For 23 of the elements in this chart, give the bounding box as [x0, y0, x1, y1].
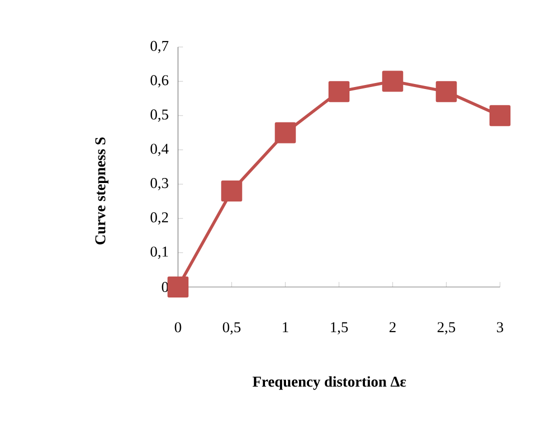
- x-tick-label: 2: [390, 322, 396, 332]
- x-tick-label: 1,5: [330, 322, 348, 334]
- y-tick-label: 0,4: [150, 144, 169, 156]
- point: [168, 276, 188, 298]
- point: [489, 105, 510, 126]
- y-tick-label: 0,5: [150, 109, 168, 122]
- x-tick-label: 1: [282, 322, 288, 332]
- y-tick-label: 0,1: [150, 246, 168, 259]
- point: [328, 81, 350, 102]
- x-axis-title: Frequency distortion Δε: [252, 376, 406, 390]
- point: [221, 180, 242, 202]
- y-tick-label: 0,3: [150, 178, 168, 190]
- y-axis-title: Curve stepness S: [95, 137, 108, 244]
- x-tick-label: 0: [174, 322, 182, 332]
- y-tick-label: 0,2: [150, 212, 168, 225]
- point: [382, 70, 404, 92]
- point: [274, 122, 296, 144]
- x-tick-label: 0,5: [222, 322, 240, 334]
- y-tick-label: 0,7: [150, 40, 168, 54]
- point: [436, 81, 457, 102]
- x-tick-label: 2,5: [438, 322, 456, 334]
- x-tick-label: 3: [496, 322, 504, 332]
- y-tick-label: 0,6: [150, 75, 168, 88]
